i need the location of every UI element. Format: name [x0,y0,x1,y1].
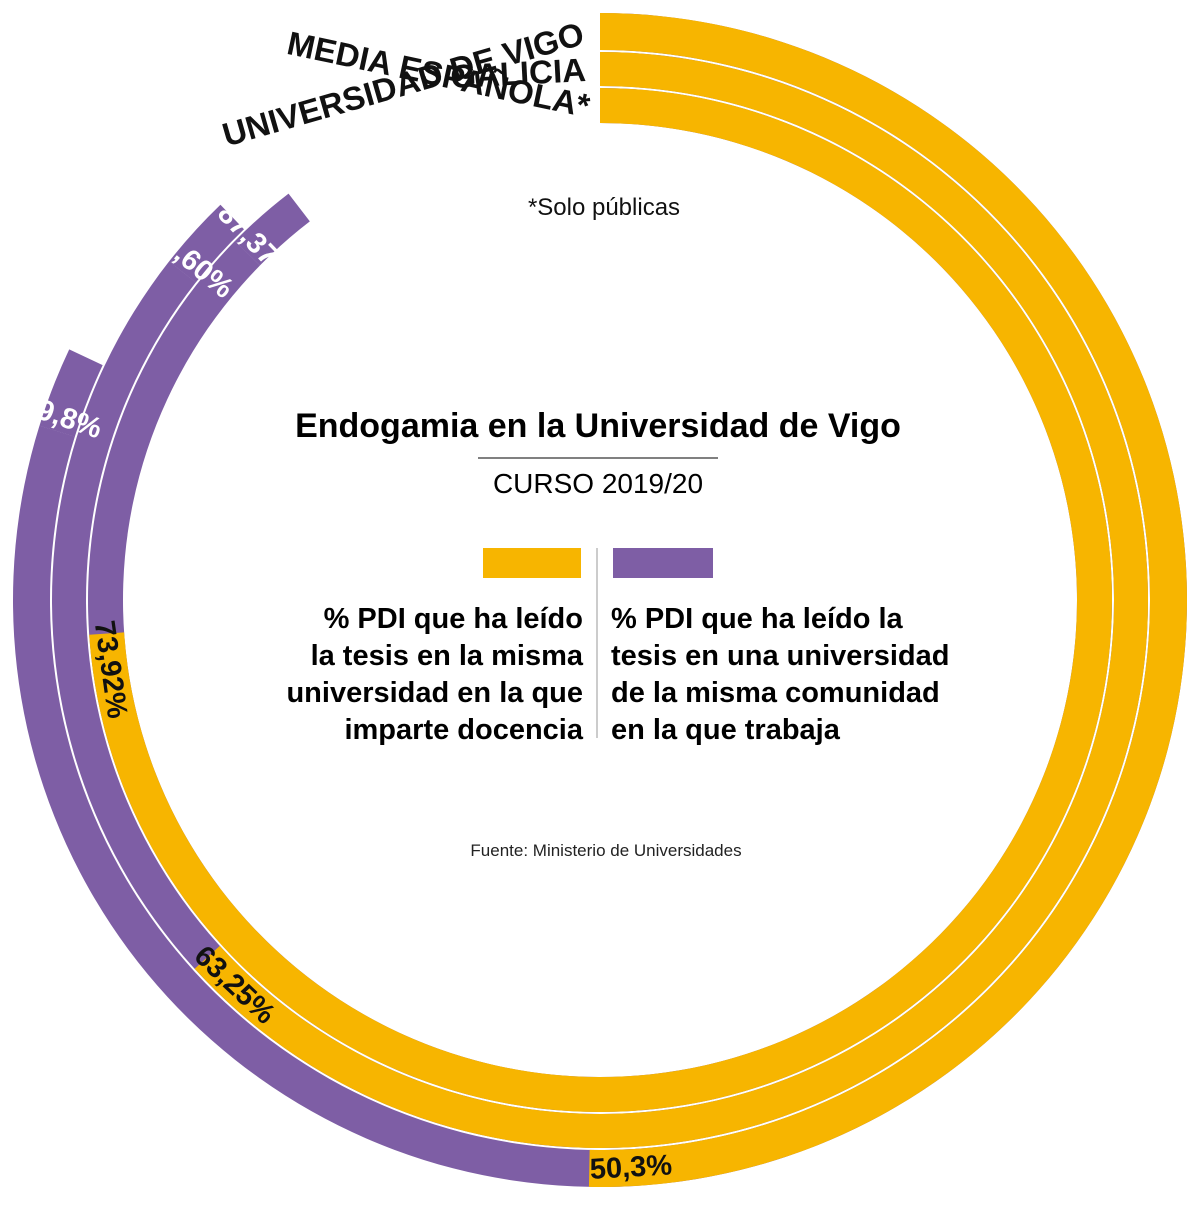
legend-line: tesis en una universidad [611,640,949,672]
legend-text-misma-comunidad: % PDI que ha leído la tesis en una unive… [611,603,949,746]
legend-line: la tesis en la misma [311,640,584,672]
legend-line: % PDI que ha leído [324,603,583,635]
source-note: Fuente: Ministerio de Universidades [470,841,741,860]
legend-swatch-misma-comunidad [613,548,713,578]
legend-line: % PDI que ha leído la [611,603,904,635]
legend-line: universidad en la que [286,677,583,709]
legend-line: de la misma comunidad [611,677,940,709]
ring-label-galicia: GALICIA [449,51,586,95]
legend-swatch-misma-universidad [483,548,581,578]
pct-label-universidad-universidad-de-vigo: 50,3% [589,1149,673,1185]
footnote: *Solo públicas [528,194,680,221]
chart-subtitle: CURSO 2019/20 [493,468,703,499]
legend-text-misma-universidad: % PDI que ha leído la tesis en la misma … [286,603,583,746]
ring-tab-comunidad-universidad-de-vigo [39,349,103,437]
ring-bar-universidad-galicia [194,52,1149,1148]
legend-line: imparte docencia [344,714,583,746]
ring-tab-comunidad-galicia [169,204,244,283]
legend-line: en la que trabaja [611,714,841,746]
chart-title: Endogamia en la Universidad de Vigo [295,407,901,445]
ring-tab-comunidad-media-espa-ola [234,193,310,266]
rings-group [12,13,1187,1188]
